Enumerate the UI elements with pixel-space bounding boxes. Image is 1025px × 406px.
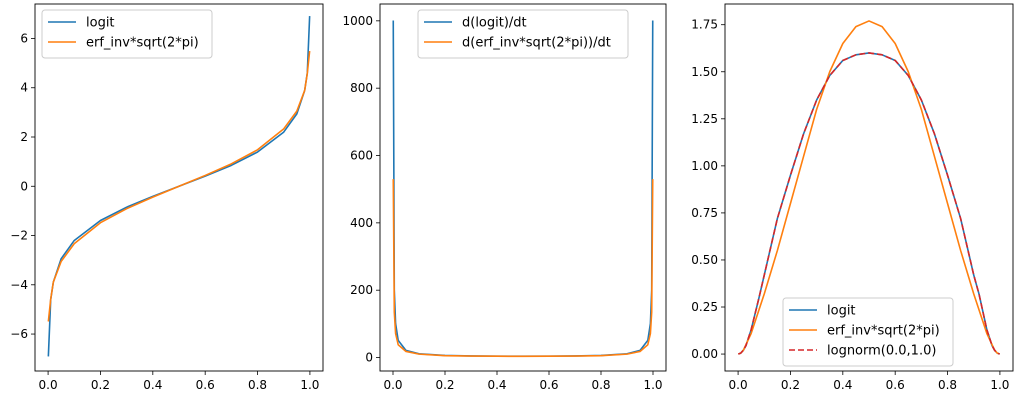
y-tick-label: 0 bbox=[365, 351, 373, 365]
axes-frame bbox=[724, 3, 1014, 372]
legend: logit erf_inv*sqrt(2*pi) bbox=[41, 9, 213, 59]
y-tick-label: 0 bbox=[20, 179, 28, 193]
axes-frame bbox=[34, 3, 324, 372]
panels: 0.0 0.2 0.4 0.6 0.8 1.0 −6 −4 −2 0 2 4 6 logit erf_inv… bbox=[10, 3, 1014, 392]
legend-box bbox=[41, 9, 213, 59]
x-tick-label: 0.2 bbox=[781, 378, 800, 392]
y-tick-label: 4 bbox=[20, 81, 28, 95]
x-tick-label: 0.8 bbox=[248, 378, 267, 392]
x-tick-label: 0.2 bbox=[435, 378, 454, 392]
y-tick-label: 1.25 bbox=[691, 112, 718, 126]
x-tick-label: 1.0 bbox=[990, 378, 1009, 392]
y-tick-label: 1.00 bbox=[691, 159, 718, 173]
y-tick-label: 6 bbox=[20, 31, 28, 45]
legend-label: erf_inv*sqrt(2*pi) bbox=[86, 36, 199, 51]
series-line-2 bbox=[392, 179, 654, 358]
series-line-2 bbox=[738, 20, 1000, 355]
y-tick-label: 1.75 bbox=[691, 18, 718, 32]
x-tick-label: 0.6 bbox=[196, 378, 215, 392]
legend-label: d(erf_inv*sqrt(2*pi))/dt bbox=[462, 36, 611, 51]
legend-box bbox=[782, 297, 954, 367]
x-tick-label: 0.8 bbox=[591, 378, 610, 392]
y-tick-label: 0.00 bbox=[691, 347, 718, 361]
y-tick-label: −4 bbox=[10, 278, 28, 292]
x-tick-label: 0.6 bbox=[886, 378, 905, 392]
legend-label: lognorm(0.0,1.0) bbox=[827, 344, 936, 359]
legend-label: logit bbox=[827, 304, 856, 319]
y-tick-label: 1.50 bbox=[691, 65, 718, 79]
y-tick-label: 0.25 bbox=[691, 300, 718, 314]
x-tick-label: 0.8 bbox=[938, 378, 957, 392]
x-tick-label: 1.0 bbox=[643, 378, 662, 392]
x-tick-label: 0.4 bbox=[487, 378, 506, 392]
legend-label: erf_inv*sqrt(2*pi) bbox=[827, 324, 940, 339]
y-tick-label: 800 bbox=[350, 81, 373, 95]
chart-panel-1: 0.0 0.2 0.4 0.6 0.8 1.0 −6 −4 −2 0 2 4 6 logit erf_inv… bbox=[10, 3, 324, 392]
legend: logit erf_inv*sqrt(2*pi) lognorm(0.0,1.0) bbox=[782, 297, 954, 367]
x-tick-label: 0.0 bbox=[39, 378, 58, 392]
y-tick-label: 600 bbox=[350, 149, 373, 163]
y-tick-label: 1000 bbox=[342, 14, 373, 28]
chart-panel-3: 0.0 0.2 0.4 0.6 0.8 1.0 0.00 0.25 0.50 0.75 1.00 1.… bbox=[691, 3, 1014, 392]
x-tick-label: 1.0 bbox=[300, 378, 319, 392]
series-line-2 bbox=[47, 50, 311, 322]
y-tick-label: −2 bbox=[10, 229, 28, 243]
chart-panel-2: 0.0 0.2 0.4 0.6 0.8 1.0 0 200 400 600 800 1000 d(log… bbox=[342, 3, 667, 392]
legend-label: logit bbox=[86, 16, 115, 31]
y-tick-label: 400 bbox=[350, 216, 373, 230]
x-tick-label: 0.6 bbox=[539, 378, 558, 392]
series-group bbox=[47, 16, 311, 357]
x-tick-label: 0.0 bbox=[729, 378, 748, 392]
y-tick-label: 2 bbox=[20, 130, 28, 144]
x-tick-label: 0.2 bbox=[91, 378, 110, 392]
y-tick-label: 200 bbox=[350, 283, 373, 297]
legend-label: d(logit)/dt bbox=[462, 16, 527, 31]
x-tick-label: 0.0 bbox=[383, 378, 402, 392]
y-tick-label: 0.75 bbox=[691, 206, 718, 220]
y-tick-label: 0.50 bbox=[691, 253, 718, 267]
x-tick-label: 0.4 bbox=[833, 378, 852, 392]
x-tick-label: 0.4 bbox=[143, 378, 162, 392]
axes-frame bbox=[379, 3, 667, 372]
legend: d(logit)/dt d(erf_inv*sqrt(2*pi))/dt bbox=[417, 9, 629, 59]
legend-box bbox=[417, 9, 629, 59]
series-group bbox=[392, 20, 654, 358]
series-group bbox=[738, 20, 1000, 355]
y-tick-label: −6 bbox=[10, 327, 28, 341]
series-line-3 bbox=[738, 52, 1000, 355]
